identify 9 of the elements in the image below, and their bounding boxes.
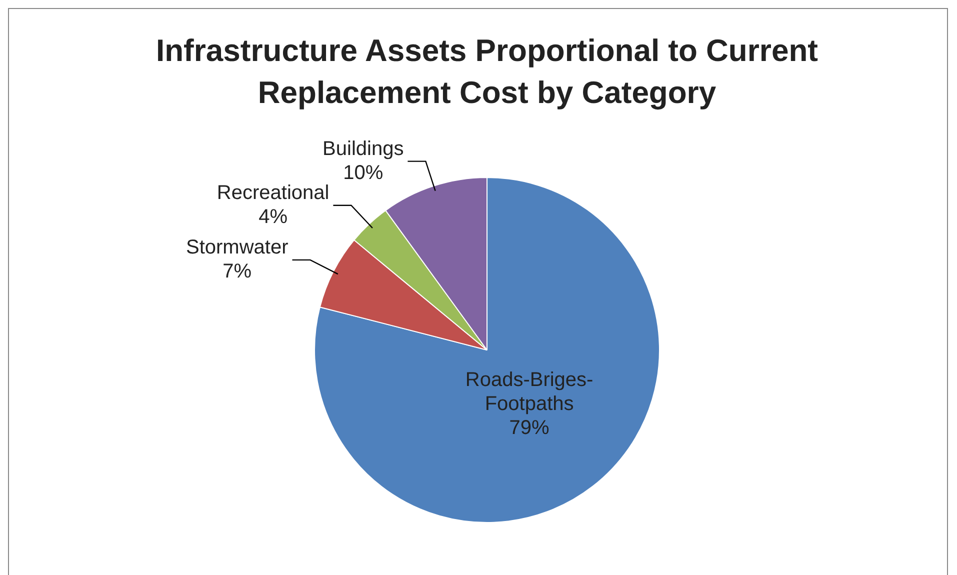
data-label: 7%	[222, 260, 252, 282]
data-label: 10%	[343, 162, 384, 184]
chart-title: Infrastructure Assets Proportional to Current Replacement Cost by Category	[154, 32, 819, 112]
slice-label: Recreational	[216, 182, 330, 204]
data-label: 4%	[258, 206, 288, 228]
slice-label: Roads-Briges-Footpaths	[465, 369, 594, 416]
data-label: 79%	[509, 417, 550, 440]
slice-label: Stormwater	[186, 236, 289, 258]
slice-label: Buildings	[322, 138, 404, 160]
